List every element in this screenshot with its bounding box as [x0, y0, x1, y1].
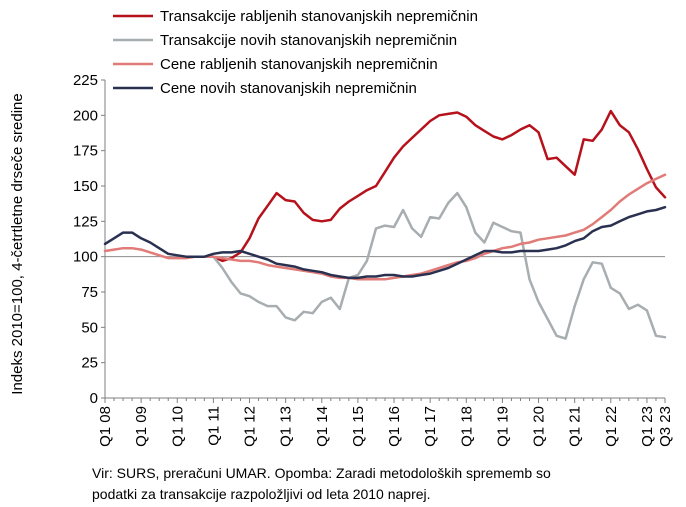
y-tick-label: 75 — [81, 284, 98, 301]
series-line-2 — [212, 191, 667, 340]
legend-label-2: Transakcije novih stanovanjskih nepremič… — [160, 32, 457, 49]
x-tick-label: Q1 19 — [494, 406, 511, 447]
x-tick-label: Q1 18 — [458, 406, 475, 447]
series-line-1 — [212, 109, 667, 263]
x-tick-label: Q3 23 — [657, 406, 674, 447]
x-tick-label: Q1 16 — [386, 406, 403, 447]
y-axis-label: Indeks 2010=100, 4-četrtletne drseče sre… — [9, 93, 26, 394]
y-tick-label: 100 — [73, 249, 98, 266]
x-tick-label: Q1 20 — [531, 406, 548, 447]
source-note-line-1: Vir: SURS, preračuni UMAR. Opomba: Zarad… — [92, 465, 551, 481]
x-tick-label: Q1 09 — [133, 406, 150, 447]
y-axis: 0 25 50 75 100 125 150 175 200 225 — [73, 72, 105, 407]
legend-label-3: Cene rabljenih stanovanjskih nepremičnin — [160, 56, 438, 73]
y-tick-label: 150 — [73, 178, 98, 195]
x-tick-label: Q1 10 — [169, 406, 186, 447]
y-tick-label: 50 — [81, 319, 98, 336]
y-tick-label: 0 — [90, 390, 98, 407]
series-line-3 — [103, 173, 667, 281]
legend: Transakcije rabljenih stanovanjskih nepr… — [113, 8, 478, 97]
y-tick-label: 200 — [73, 107, 98, 124]
x-tick-label: Q1 14 — [314, 406, 331, 447]
y-tick-label: 25 — [81, 355, 98, 372]
x-tick-label: Q1 12 — [242, 406, 259, 447]
x-tick-label: Q1 17 — [422, 406, 439, 447]
x-tick-label: Q1 21 — [567, 406, 584, 447]
y-tick-label: 175 — [73, 143, 98, 160]
legend-label-1: Transakcije rabljenih stanovanjskih nepr… — [160, 8, 478, 25]
x-tick-label: Q1 08 — [97, 406, 114, 447]
x-axis: Q1 08 Q1 09 Q1 10 Q1 11 Q1 12 Q1 13 Q1 14 Q1 15… — [97, 398, 674, 447]
y-tick-label: 125 — [73, 213, 98, 230]
x-tick-label: Q1 11 — [205, 406, 222, 446]
x-tick-label: Q1 13 — [278, 406, 295, 447]
x-tick-label: Q1 22 — [603, 406, 620, 447]
y-tick-label: 225 — [73, 72, 98, 89]
series-line-4 — [103, 205, 667, 280]
legend-label-4: Cene novih stanovanjskih nepremičnin — [160, 80, 417, 97]
x-tick-label: Q1 23 — [639, 406, 656, 447]
plot-area — [103, 80, 667, 399]
source-note-line-2: podatki za transakcije razpoložljivi od … — [92, 486, 431, 502]
x-tick-label: Q1 15 — [350, 406, 367, 447]
